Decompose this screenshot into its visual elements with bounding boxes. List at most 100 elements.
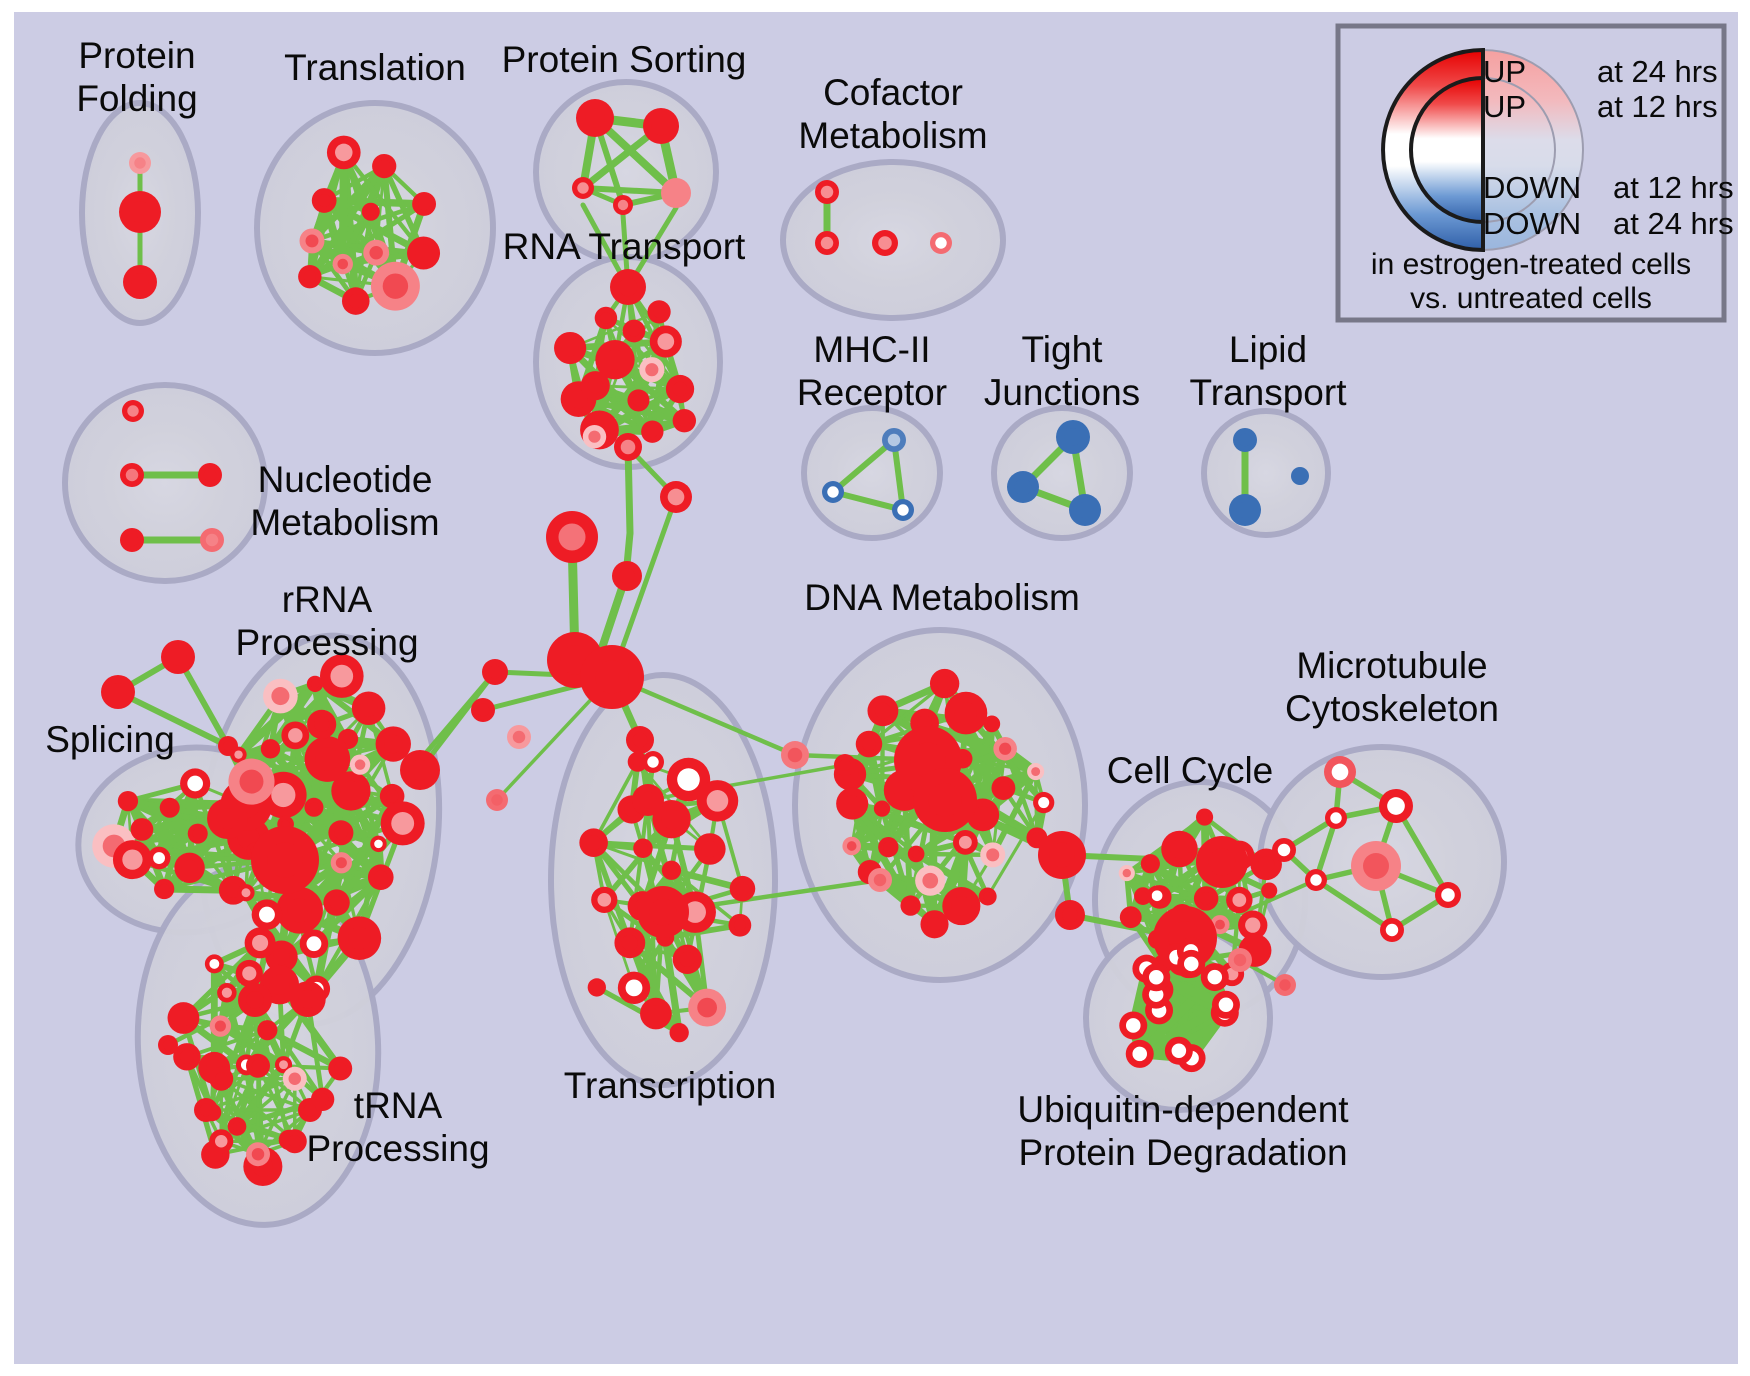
network-node-nucleotide-1[interactable] — [120, 463, 144, 487]
network-node-rrna-processing-28[interactable] — [370, 835, 387, 853]
network-node-bridge-2[interactable] — [507, 725, 531, 749]
network-node-cellcycle-hub-a[interactable] — [1196, 836, 1248, 888]
network-node-splicing-7[interactable] — [174, 852, 205, 884]
network-node-rrna-processing-12[interactable] — [380, 801, 425, 846]
network-node-cell-cycle-5[interactable] — [1161, 830, 1198, 868]
network-node-rrna-processing-3[interactable] — [337, 916, 382, 960]
network-node-bridge-3[interactable] — [486, 789, 508, 811]
network-node-ubiquitin-link-1[interactable] — [1274, 974, 1296, 996]
network-node-rrna-processing-24[interactable] — [351, 691, 386, 725]
network-node-mhc-0[interactable] — [882, 428, 906, 452]
network-node-splicing-sat-1[interactable] — [101, 675, 135, 709]
network-node-cell-cycle-20[interactable] — [1134, 887, 1152, 905]
network-node-trna-sat[interactable] — [158, 1035, 178, 1055]
network-node-chain-5[interactable] — [580, 645, 644, 709]
network-node-dna-metabolism-27[interactable] — [842, 836, 861, 856]
network-node-cell-cycle-19[interactable] — [1146, 885, 1168, 907]
network-node-dna-metabolism-9[interactable] — [978, 887, 997, 906]
network-node-splicing-5[interactable] — [147, 846, 171, 870]
network-node-transcription-4[interactable] — [579, 828, 608, 858]
network-node-trna-processing-19[interactable] — [274, 1056, 293, 1074]
network-node-dna-metabolism-5[interactable] — [920, 910, 949, 939]
network-node-dna-link-1[interactable] — [834, 754, 856, 776]
network-node-translation-6[interactable] — [372, 153, 397, 179]
network-node-rrna-processing-23[interactable] — [328, 820, 354, 846]
network-node-rrna-processing-4[interactable] — [331, 771, 371, 811]
network-node-splicing-10[interactable] — [159, 797, 180, 818]
network-node-chain-7[interactable] — [632, 784, 664, 816]
network-node-rrna-processing-29[interactable] — [260, 739, 281, 759]
network-node-nucleotide-2[interactable] — [198, 463, 222, 487]
network-node-rrna-processing-20[interactable] — [319, 654, 364, 698]
network-node-rrna-processing-1[interactable] — [276, 886, 323, 934]
network-node-trna-processing-10[interactable] — [173, 1043, 201, 1071]
network-node-splicing-9[interactable] — [180, 768, 211, 799]
network-node-dna-metabolism-23[interactable] — [980, 842, 1006, 868]
network-node-trna-processing-11[interactable] — [235, 959, 263, 987]
network-node-cell-cycle-8[interactable] — [1118, 865, 1135, 882]
network-node-lipid-1[interactable] — [1229, 494, 1261, 526]
network-node-splicing-13[interactable] — [130, 818, 154, 841]
network-node-tight-1[interactable] — [1007, 471, 1039, 503]
network-node-rrna-processing-31[interactable] — [349, 754, 371, 775]
network-node-rna-transport-10[interactable] — [580, 371, 610, 401]
network-node-translation-5[interactable] — [361, 202, 380, 221]
network-node-microtubule-7[interactable] — [1325, 807, 1347, 829]
network-node-rrna-processing-25[interactable] — [263, 678, 298, 714]
network-node-transcription-0[interactable] — [672, 944, 702, 974]
network-node-bridge-0[interactable] — [482, 659, 508, 685]
network-node-rrna-processing-30[interactable] — [299, 929, 329, 959]
network-node-dna-metabolism-28[interactable] — [836, 787, 869, 820]
network-node-rrna-processing-32[interactable] — [306, 675, 324, 693]
network-node-rrna-processing-16[interactable] — [251, 899, 283, 930]
network-node-trna-processing-14[interactable] — [328, 1056, 353, 1081]
network-node-translation-11[interactable] — [298, 264, 322, 289]
network-node-trna-ring-2[interactable] — [298, 1098, 322, 1122]
network-node-dna-link-0[interactable] — [781, 741, 809, 769]
network-node-ubiquitin-15[interactable] — [1200, 963, 1229, 992]
network-node-bridge-1[interactable] — [471, 698, 495, 722]
network-node-transcription-9[interactable] — [617, 971, 651, 1005]
network-node-rna-transport-13[interactable] — [672, 408, 697, 433]
network-node-dna-metabolism-1[interactable] — [915, 865, 946, 896]
network-node-rrna-processing-26[interactable] — [237, 884, 255, 902]
network-node-splicing-sat-0[interactable] — [161, 640, 195, 674]
network-node-rrna-processing-7[interactable] — [367, 864, 394, 891]
network-node-transcription-13[interactable] — [633, 838, 653, 859]
network-node-right-hub-b[interactable] — [1055, 900, 1085, 930]
network-node-ubiquitin-1[interactable] — [1119, 1011, 1148, 1040]
network-node-protein-folding-2[interactable] — [123, 265, 157, 299]
network-node-dna-metabolism-2[interactable] — [993, 737, 1017, 761]
network-node-mhc-1[interactable] — [822, 481, 844, 503]
network-node-translation-9[interactable] — [326, 135, 361, 170]
network-node-microtubule-3[interactable] — [1351, 841, 1401, 891]
network-node-lipid-0[interactable] — [1233, 428, 1257, 452]
network-node-protein-folding-0[interactable] — [129, 152, 151, 174]
network-node-translation-2[interactable] — [341, 287, 370, 315]
network-node-transcription-15[interactable] — [587, 978, 606, 997]
network-node-rrna-processing-22[interactable] — [228, 758, 275, 805]
network-node-tight-2[interactable] — [1069, 494, 1101, 526]
network-node-tight-0[interactable] — [1056, 420, 1090, 454]
network-node-trna-processing-13[interactable] — [227, 1117, 247, 1136]
network-node-dna-metabolism-13[interactable] — [878, 837, 899, 858]
network-node-translation-0[interactable] — [311, 188, 337, 213]
network-node-dna-link-2[interactable] — [868, 868, 892, 892]
network-node-microtubule-1[interactable] — [1379, 789, 1413, 823]
network-node-rna-transport-2[interactable] — [641, 420, 664, 443]
network-node-rna-transport-5[interactable] — [594, 306, 618, 330]
network-node-trna-processing-18[interactable] — [209, 1015, 232, 1037]
network-node-transcription-7[interactable] — [694, 833, 726, 865]
network-node-transcription-16[interactable] — [591, 886, 618, 913]
network-node-lipid-2[interactable] — [1291, 467, 1309, 485]
network-node-cell-cycle-9[interactable] — [1226, 886, 1253, 914]
network-node-dna-metabolism-29[interactable] — [907, 845, 925, 863]
network-node-splicing-4[interactable] — [187, 823, 208, 844]
network-node-rna-transport-top[interactable] — [610, 269, 646, 305]
network-node-cofactor-0[interactable] — [815, 180, 839, 204]
network-node-transcription-3[interactable] — [666, 757, 711, 802]
network-node-protein-sorting-0[interactable] — [576, 99, 614, 137]
network-node-ubiquitin-link-0[interactable] — [1228, 948, 1252, 972]
network-node-transcription-12[interactable] — [669, 1022, 689, 1043]
network-node-chain-8[interactable] — [642, 751, 664, 773]
